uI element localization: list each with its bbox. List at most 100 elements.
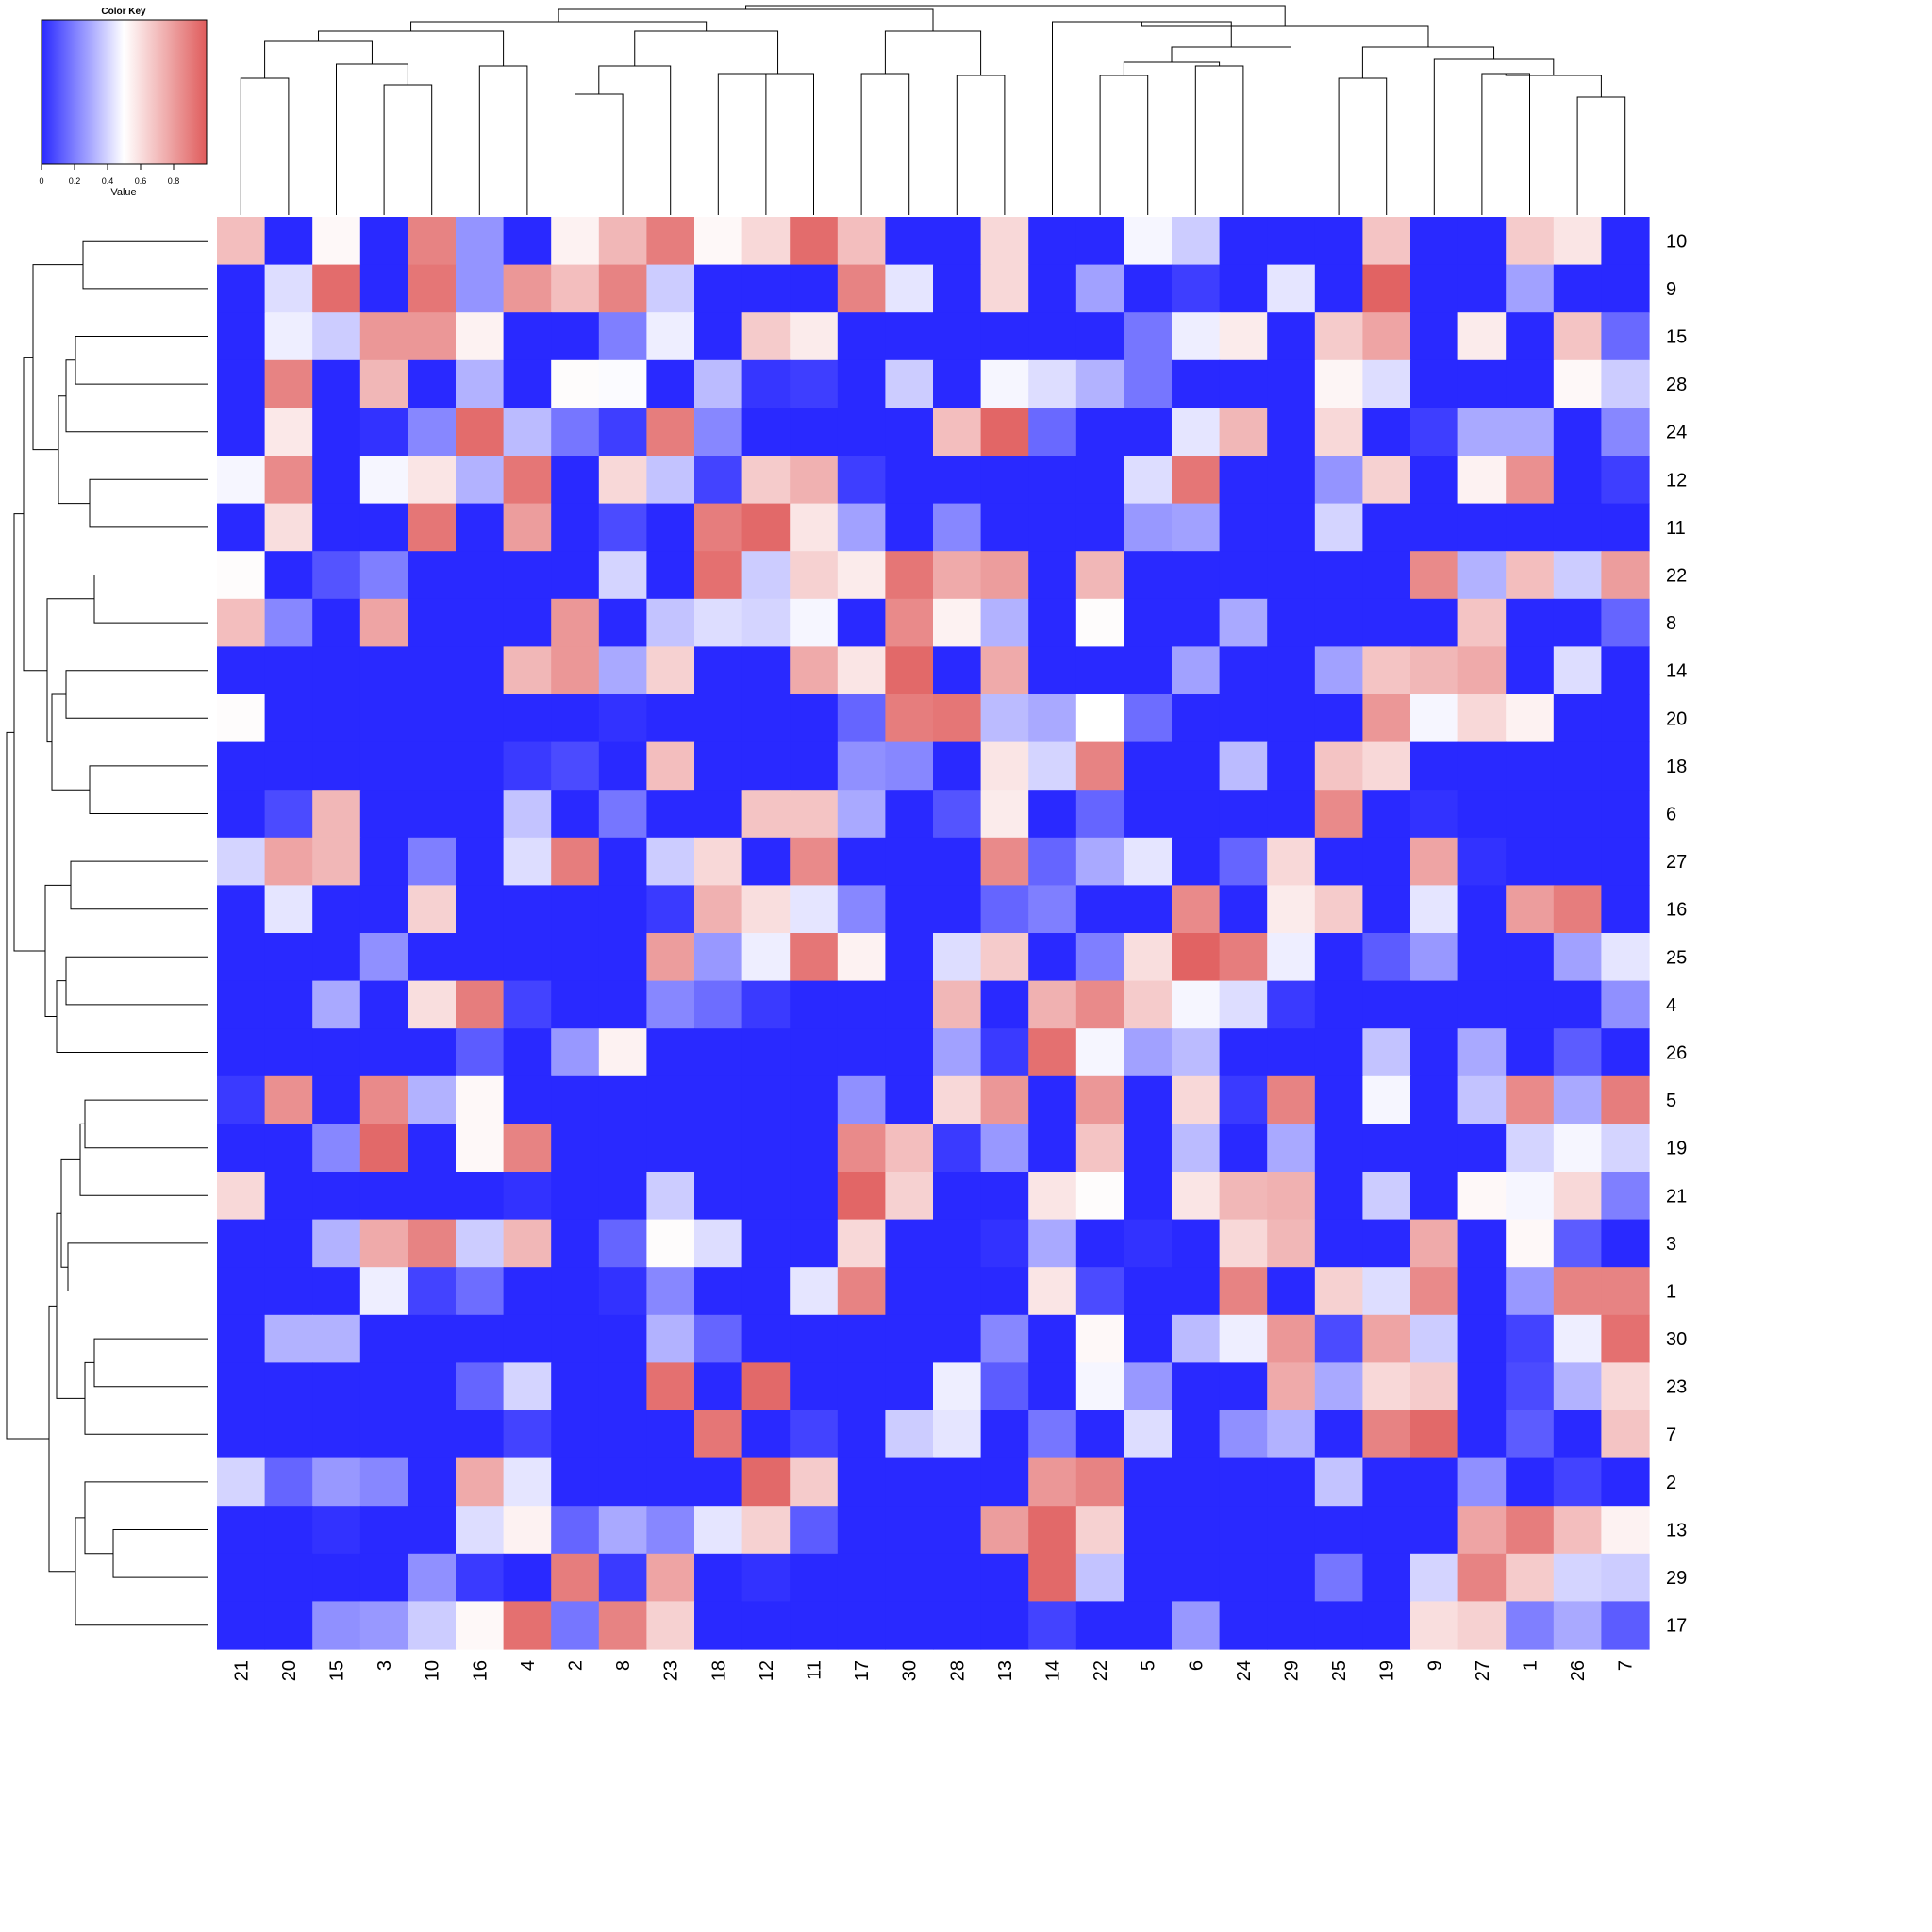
heatmap-cell — [1554, 646, 1602, 694]
heatmap-cell — [1267, 551, 1315, 599]
heatmap-cell — [551, 1220, 599, 1268]
heatmap-cell — [1124, 1554, 1172, 1602]
heatmap-cell — [312, 1124, 360, 1172]
heatmap-cell — [646, 312, 694, 360]
heatmap-cell — [1267, 456, 1315, 504]
row-label: 16 — [1666, 900, 1687, 921]
heatmap-cell — [360, 504, 408, 552]
heatmap-cell — [408, 1410, 456, 1458]
heatmap-cell — [504, 217, 552, 265]
heatmap-cell — [646, 599, 694, 647]
heatmap-cell — [1458, 599, 1507, 647]
heatmap-cell — [933, 1362, 981, 1410]
heatmap-cell — [217, 1506, 265, 1554]
heatmap-cell — [265, 742, 313, 791]
heatmap-cell — [694, 1028, 742, 1076]
heatmap-cell — [408, 265, 456, 313]
heatmap-cell — [1028, 265, 1076, 313]
heatmap-cell — [933, 885, 981, 933]
heatmap-cell — [1267, 1315, 1315, 1363]
heatmap-cell — [790, 1172, 838, 1220]
heatmap-cell — [551, 933, 599, 981]
heatmap-cell — [694, 312, 742, 360]
heatmap-cell — [790, 551, 838, 599]
heatmap-cell — [1267, 360, 1315, 408]
heatmap-cell — [599, 1601, 647, 1649]
heatmap-cell — [217, 312, 265, 360]
heatmap-cell — [1172, 981, 1220, 1029]
heatmap-cell — [885, 504, 933, 552]
heatmap-cell — [1220, 981, 1268, 1029]
heatmap-cell — [1172, 838, 1220, 886]
heatmap-cell — [1458, 551, 1507, 599]
heatmap-cell — [885, 599, 933, 647]
heatmap-cell — [1458, 1362, 1507, 1410]
heatmap-cell — [694, 742, 742, 791]
heatmap-cell — [1172, 1076, 1220, 1124]
heatmap-cell — [217, 981, 265, 1029]
row-label: 3 — [1666, 1234, 1676, 1255]
heatmap-cell — [360, 933, 408, 981]
heatmap-cell — [1458, 504, 1507, 552]
heatmap-cell — [504, 1410, 552, 1458]
heatmap-cell — [1458, 981, 1507, 1029]
heatmap-cell — [1506, 551, 1554, 599]
heatmap-cell — [742, 742, 791, 791]
heatmap-cell — [1028, 1172, 1076, 1220]
heatmap-cell — [265, 312, 313, 360]
color-key-xlabel: Value — [110, 187, 136, 198]
row-label: 20 — [1666, 708, 1687, 729]
heatmap-cell — [933, 551, 981, 599]
heatmap-cell — [456, 1124, 504, 1172]
column-label: 24 — [1234, 1660, 1255, 1681]
heatmap-cell — [646, 1410, 694, 1458]
heatmap-cell — [456, 646, 504, 694]
heatmap-cell — [217, 1076, 265, 1124]
heatmap-cell — [1458, 1554, 1507, 1602]
heatmap-cell — [742, 1506, 791, 1554]
heatmap-cell — [408, 599, 456, 647]
heatmap-cell — [1267, 1076, 1315, 1124]
heatmap-cell — [1362, 1410, 1410, 1458]
heatmap-cell — [790, 599, 838, 647]
heatmap-cell — [551, 360, 599, 408]
heatmap-cell — [1267, 1362, 1315, 1410]
heatmap-cell — [1124, 1601, 1172, 1649]
heatmap-cell — [1601, 1410, 1649, 1458]
heatmap-cell — [217, 1362, 265, 1410]
heatmap-cell — [838, 504, 886, 552]
heatmap-cell — [885, 790, 933, 838]
heatmap-cell — [265, 504, 313, 552]
heatmap-cell — [885, 1601, 933, 1649]
heatmap-cell — [1601, 599, 1649, 647]
heatmap-cell — [933, 1410, 981, 1458]
heatmap-cell — [408, 885, 456, 933]
heatmap-cell — [1554, 551, 1602, 599]
heatmap-cell — [1458, 360, 1507, 408]
heatmap-cell — [1124, 456, 1172, 504]
heatmap-cell — [1076, 1554, 1124, 1602]
heatmap-cell — [1410, 838, 1458, 886]
heatmap-cell — [1410, 1362, 1458, 1410]
heatmap-cell — [599, 838, 647, 886]
heatmap-cell — [1076, 1267, 1124, 1315]
heatmap-cell — [790, 1220, 838, 1268]
heatmap-cell — [312, 504, 360, 552]
heatmap-cell — [265, 1220, 313, 1268]
heatmap-cell — [265, 933, 313, 981]
heatmap-cell — [1554, 1076, 1602, 1124]
heatmap-cell — [360, 217, 408, 265]
heatmap-cell — [694, 1076, 742, 1124]
column-label: 17 — [852, 1660, 873, 1681]
heatmap-cell — [981, 1410, 1029, 1458]
heatmap-cell — [504, 504, 552, 552]
row-label: 14 — [1666, 661, 1687, 682]
heatmap-cell — [694, 1124, 742, 1172]
heatmap-cell — [694, 981, 742, 1029]
heatmap-cell — [981, 1124, 1029, 1172]
column-label: 7 — [1616, 1660, 1637, 1671]
heatmap-cell — [742, 838, 791, 886]
heatmap-cell — [312, 1076, 360, 1124]
heatmap-cell — [599, 885, 647, 933]
heatmap-cell — [551, 1172, 599, 1220]
